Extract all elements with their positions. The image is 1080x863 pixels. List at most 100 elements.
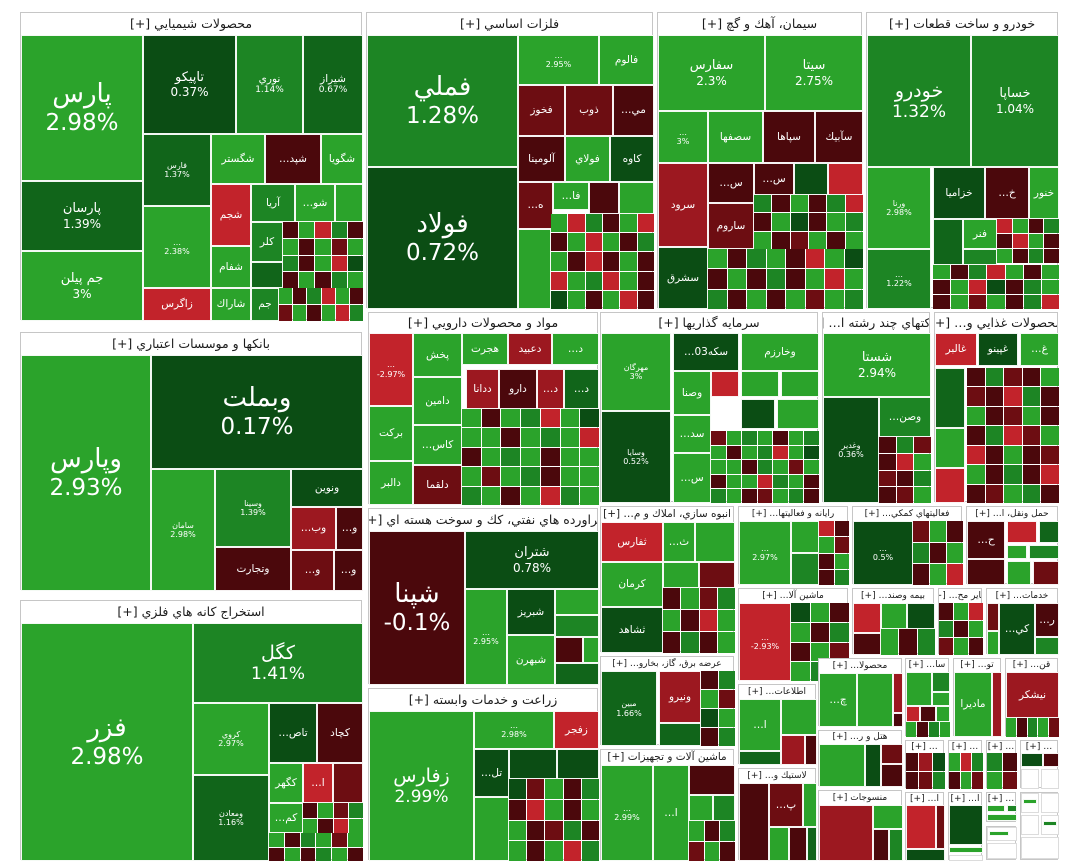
tile[interactable]	[969, 620, 983, 638]
tile[interactable]	[527, 841, 545, 861]
tile[interactable]	[845, 213, 863, 231]
tile[interactable]	[969, 265, 987, 279]
tile[interactable]	[501, 409, 521, 428]
tile-ا[interactable]: ا…	[739, 699, 781, 751]
sector-header-transport[interactable]: حمل ونقل، ا… [+]	[967, 507, 1057, 521]
tile[interactable]	[987, 843, 1017, 859]
tile[interactable]	[699, 562, 735, 588]
tile[interactable]	[893, 713, 903, 727]
tile[interactable]	[620, 271, 637, 290]
tile-فالوم[interactable]: فالوم	[599, 35, 654, 85]
tile[interactable]	[1027, 718, 1038, 737]
tile[interactable]	[462, 428, 481, 447]
tile[interactable]	[790, 195, 808, 213]
sector-header-conglomerate[interactable]: شركتهاي چند رشته ا… [+]	[823, 313, 929, 333]
tile-[interactable]: … 1.22%	[867, 249, 931, 309]
tile[interactable]	[742, 460, 757, 474]
tile[interactable]	[689, 841, 704, 861]
tile[interactable]	[689, 765, 735, 795]
tile[interactable]	[1039, 521, 1059, 543]
tile[interactable]	[551, 252, 568, 271]
tile[interactable]	[949, 847, 983, 853]
tile[interactable]	[545, 799, 563, 820]
tile[interactable]	[501, 447, 521, 467]
tile[interactable]	[844, 249, 863, 269]
tile[interactable]	[1022, 484, 1041, 503]
tile[interactable]	[555, 637, 583, 663]
tile-دارو[interactable]: دارو	[499, 369, 537, 409]
tile-[interactable]: … 2.99%	[601, 765, 653, 861]
tile[interactable]	[786, 289, 805, 309]
tile[interactable]	[704, 821, 720, 841]
tile[interactable]	[704, 841, 720, 861]
tile[interactable]	[933, 295, 951, 309]
tile[interactable]	[283, 238, 299, 255]
tile[interactable]	[742, 445, 757, 460]
tile[interactable]	[969, 280, 987, 294]
tile[interactable]	[987, 753, 1002, 771]
tile-ر[interactable]: ر…	[1035, 603, 1059, 637]
tile[interactable]	[987, 603, 999, 631]
tile[interactable]	[585, 233, 602, 252]
tile[interactable]	[1005, 265, 1023, 279]
tile[interactable]	[805, 289, 824, 309]
tile[interactable]	[1005, 280, 1023, 294]
tile[interactable]	[857, 673, 893, 727]
tile-[interactable]: … 2.98%	[474, 711, 554, 749]
tile[interactable]	[939, 722, 950, 737]
tile[interactable]	[603, 271, 620, 290]
tile[interactable]	[501, 467, 521, 486]
tile-هجرت[interactable]: هجرت	[462, 333, 508, 365]
tile[interactable]	[754, 213, 772, 231]
tile[interactable]	[1028, 234, 1044, 248]
tile-[interactable]: … 2.95%	[465, 589, 507, 685]
tile-س[interactable]: س…	[708, 163, 754, 203]
tile[interactable]	[773, 489, 788, 503]
tile[interactable]	[742, 489, 757, 503]
tile-شبريز[interactable]: شبريز	[507, 589, 555, 635]
tile[interactable]	[757, 460, 773, 474]
tile[interactable]	[580, 409, 599, 428]
tile[interactable]	[1004, 387, 1022, 406]
tile[interactable]	[580, 447, 599, 467]
tile[interactable]	[1023, 295, 1041, 309]
tile[interactable]	[568, 252, 585, 271]
sector-header-services[interactable]: خدمات… [+]	[987, 589, 1057, 603]
tile-شستا[interactable]: شستا 2.94%	[823, 333, 931, 397]
tile[interactable]	[985, 426, 1004, 445]
tile-فنر[interactable]: فنر	[963, 219, 997, 249]
tile[interactable]	[1044, 249, 1059, 263]
tile[interactable]	[1022, 426, 1041, 445]
tile[interactable]	[906, 849, 945, 861]
tile[interactable]	[920, 706, 936, 722]
tile[interactable]	[935, 428, 965, 468]
tile[interactable]	[781, 699, 817, 735]
tile-پارس[interactable]: پارس 2.98%	[21, 35, 143, 181]
tile[interactable]	[819, 744, 865, 787]
tile[interactable]	[1022, 387, 1041, 406]
tile[interactable]	[939, 620, 953, 638]
tile[interactable]	[551, 214, 568, 233]
tile[interactable]	[333, 818, 348, 833]
tile[interactable]	[919, 753, 932, 771]
sector-header-investment[interactable]: سرمايه گذاريها [+]	[601, 313, 817, 333]
tile[interactable]	[939, 603, 953, 620]
tile[interactable]	[560, 486, 580, 505]
tile[interactable]	[269, 833, 284, 847]
tile[interactable]	[896, 437, 914, 453]
tile[interactable]	[663, 632, 681, 653]
tile[interactable]	[580, 486, 599, 505]
tile[interactable]	[331, 272, 347, 288]
tile[interactable]	[708, 289, 727, 309]
tile[interactable]	[769, 827, 789, 861]
tile[interactable]	[987, 280, 1005, 294]
tile[interactable]	[786, 269, 805, 289]
tile[interactable]	[985, 387, 1004, 406]
tile-س[interactable]: س…	[673, 453, 711, 503]
tile[interactable]	[828, 163, 863, 195]
tile[interactable]	[805, 249, 824, 269]
tile[interactable]	[739, 783, 769, 861]
tile[interactable]	[967, 406, 985, 426]
tile[interactable]	[699, 610, 717, 631]
sector-header-hotel[interactable]: هتل و ر… [+]	[819, 731, 901, 744]
